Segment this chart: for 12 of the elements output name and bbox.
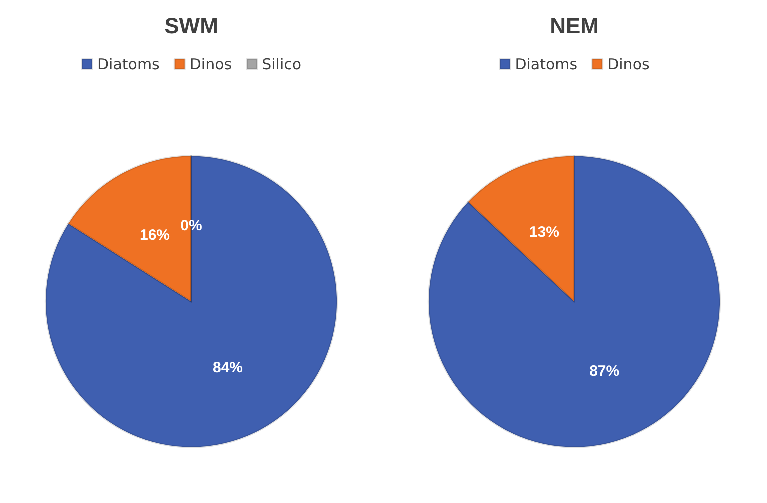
legend-label: Dinos: [608, 56, 650, 74]
legend-label: Diatoms: [97, 56, 160, 74]
chart-title: SWM: [164, 14, 218, 38]
legend-label: Diatoms: [515, 56, 578, 74]
data-label: 16%: [140, 226, 170, 244]
legend-label: Silico: [262, 56, 302, 74]
chart-title: NEM: [550, 14, 599, 38]
legend-label: Dinos: [190, 56, 232, 74]
data-label: 84%: [212, 360, 244, 377]
data-label: 87%: [590, 362, 620, 380]
data-label: 13%: [529, 224, 560, 241]
text: 0%: [180, 218, 202, 235]
